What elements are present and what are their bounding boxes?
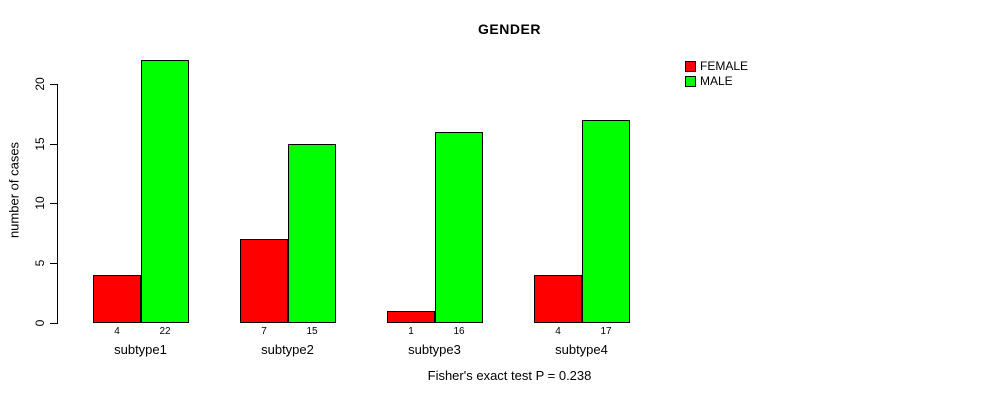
bar-value-label: 4 [555,326,561,337]
bar-female-subtype3 [387,311,435,323]
legend-item-female: FEMALE [685,60,748,72]
bar-male-subtype3 [435,132,483,323]
y-axis-tick-label: 10 [33,196,47,210]
legend-swatch-male [685,75,696,87]
x-category-label: subtype3 [408,342,461,357]
legend: FEMALE MALE [685,60,748,87]
y-axis-line [57,84,58,324]
x-category-label: subtype4 [555,342,608,357]
x-category-label: subtype1 [114,342,167,357]
bar-male-subtype1 [141,60,189,323]
legend-label: FEMALE [700,59,749,73]
x-category-label: subtype2 [261,342,314,357]
bar-female-subtype4 [534,275,582,323]
bar-male-subtype4 [582,120,630,323]
y-axis-tick [50,84,57,85]
bar-value-label: 22 [159,326,171,337]
y-axis-tick [50,263,57,264]
bar-female-subtype2 [240,239,288,323]
bar-male-subtype2 [288,144,336,323]
bar-value-label: 1 [408,326,414,337]
legend-item-male: MALE [685,75,748,87]
legend-label: MALE [700,74,733,88]
footnote-text: Fisher's exact test P = 0.238 [427,368,592,383]
y-axis-tick-label: 0 [33,319,47,327]
bar-female-subtype1 [93,275,141,323]
y-axis-tick [50,203,57,204]
legend-swatch-female [685,60,696,72]
bar-value-label: 7 [261,326,267,337]
y-axis-tick-label: 15 [33,137,47,151]
y-axis-tick [50,323,57,324]
y-axis-tick [50,144,57,145]
bar-value-label: 17 [600,326,612,337]
bar-value-label: 16 [453,326,465,337]
chart-title: GENDER [478,21,541,37]
y-axis-label: number of cases [6,141,22,239]
bar-value-label: 4 [114,326,120,337]
bar-value-label: 15 [306,326,318,337]
y-axis-tick-label: 5 [33,259,47,267]
y-axis-tick-label: 20 [33,77,47,91]
